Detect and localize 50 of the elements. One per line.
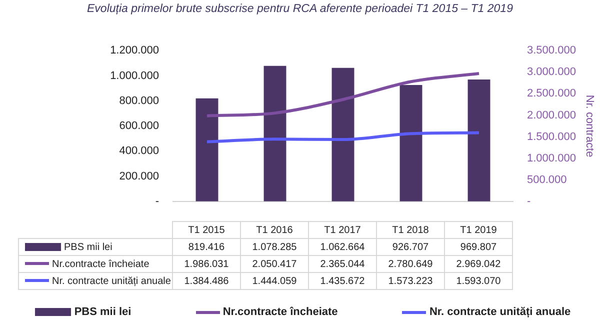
y-tick-label: 1.000.000 bbox=[110, 70, 159, 82]
y2-tick-label: 1.000.000 bbox=[527, 152, 576, 164]
bar bbox=[264, 66, 286, 202]
legend-label: PBS mii lei bbox=[18, 238, 172, 256]
data-label: 2.365.044 bbox=[308, 256, 376, 272]
text: Nr. contracte unități anuale bbox=[429, 306, 571, 318]
x-tick-label: T1 2019 bbox=[444, 222, 512, 238]
data-label: 969.807 bbox=[444, 238, 512, 256]
data-label: 1.444.059 bbox=[240, 272, 308, 290]
x-tick-label: T1 2016 bbox=[240, 222, 308, 238]
data-label: 819.416 bbox=[172, 238, 240, 256]
legend-label: Nr.contracte încheiate bbox=[18, 256, 172, 272]
text: PBS mii lei bbox=[74, 306, 132, 318]
data-label: 1.078.285 bbox=[240, 238, 308, 256]
bar bbox=[468, 80, 490, 202]
y2-tick-label: 3.500.000 bbox=[527, 44, 576, 57]
data-label: 1.986.031 bbox=[172, 256, 240, 272]
legend-label: Nr. contracte unități anuale bbox=[18, 272, 172, 290]
line-series bbox=[206, 131, 480, 144]
line-series bbox=[206, 72, 480, 118]
data-label: 926.707 bbox=[376, 238, 444, 256]
bar bbox=[196, 98, 218, 202]
y-tick-label: - bbox=[155, 195, 160, 208]
y2-axis-title: Nr. contracte bbox=[583, 94, 596, 158]
data-label: 1.062.664 bbox=[308, 238, 376, 256]
data-label: 1.435.672 bbox=[308, 272, 376, 290]
y2-tick-label: - bbox=[527, 195, 531, 208]
data-label: 1.384.486 bbox=[172, 272, 240, 290]
data-label: 2.050.417 bbox=[240, 256, 308, 272]
text: Nr.contracte încheiate bbox=[222, 306, 338, 318]
y-tick-label: 600.000 bbox=[119, 120, 159, 132]
y2-tick-label: 2.000.000 bbox=[527, 109, 576, 122]
x-tick-label: T1 2015 bbox=[172, 222, 240, 238]
y2-tick-label: 2.500.000 bbox=[527, 88, 576, 100]
chart-title: Evoluția primelor brute subscrise pentru RCA aferente perioadei T1 2015 – T1 2019 bbox=[86, 3, 514, 15]
y-tick-label: 200.000 bbox=[119, 170, 159, 182]
data-label: 2.780.649 bbox=[376, 256, 444, 272]
bar bbox=[332, 68, 354, 202]
y2-tick-label: 1.500.000 bbox=[527, 130, 576, 143]
data-label: 1.593.070 bbox=[444, 272, 512, 290]
y-tick-label: 400.000 bbox=[119, 145, 159, 158]
y-tick-label: 1.200.000 bbox=[110, 44, 159, 57]
y2-tick-label: 3.000.000 bbox=[527, 66, 576, 78]
data-label: 2.969.042 bbox=[444, 256, 512, 272]
y2-tick-label: 500.000 bbox=[527, 174, 567, 186]
bar bbox=[400, 84, 422, 202]
y-tick-label: 800.000 bbox=[119, 94, 159, 107]
x-tick-label: T1 2017 bbox=[308, 222, 376, 238]
data-label: 1.573.223 bbox=[376, 272, 444, 290]
x-tick-label: T1 2018 bbox=[376, 222, 444, 238]
